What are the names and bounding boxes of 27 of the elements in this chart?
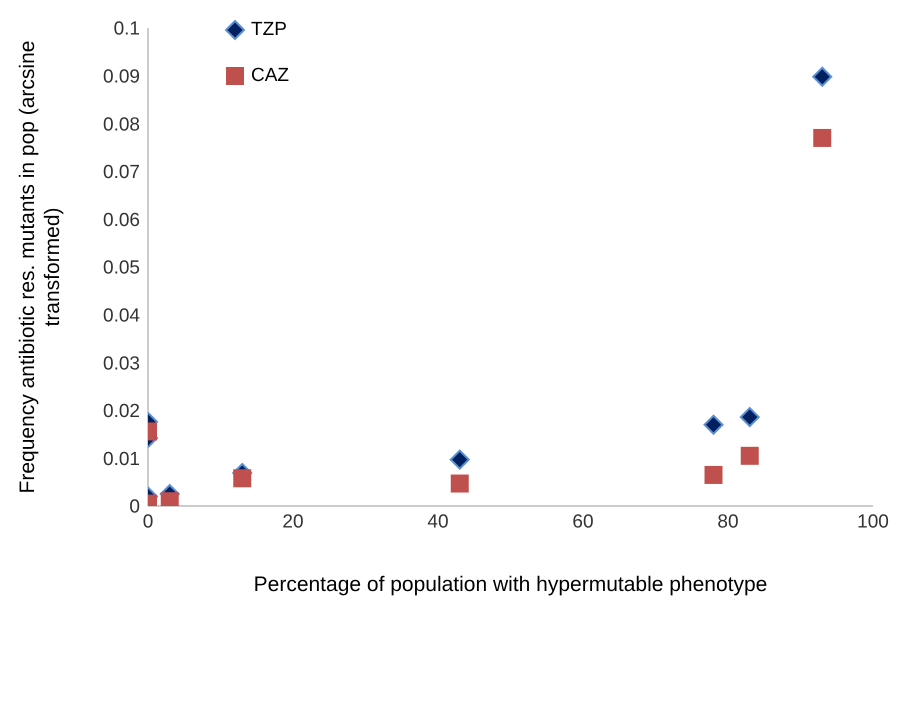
y-tick-label: 0: [129, 496, 140, 518]
y-tick-label: 0.09: [103, 66, 140, 88]
y-tick-label: 0.06: [103, 210, 140, 231]
x-tick-label: 20: [282, 511, 304, 532]
x-tick-label: 0: [142, 511, 154, 532]
x-tick-label: 60: [572, 511, 594, 532]
point: [813, 128, 832, 147]
y-tick-label: 0.07: [103, 162, 140, 184]
point: [704, 466, 722, 484]
y-tick-label: 0.02: [103, 401, 140, 422]
point: [704, 414, 724, 435]
y-tick-label: 0.05: [103, 258, 140, 279]
y-tick-label: 0.01: [103, 448, 140, 470]
legend-label: CAZ: [251, 65, 289, 87]
x-axis-title: Percentage of population with hypermutable phenotype: [254, 573, 768, 596]
x-tick-label: 80: [717, 511, 739, 532]
y-tick-label: 0.03: [103, 353, 140, 374]
y-tick-label: 0.04: [103, 306, 140, 327]
x-tick-label: 40: [427, 511, 449, 532]
point: [812, 66, 832, 87]
point: [740, 446, 759, 465]
y-tick-label: 0.08: [103, 114, 140, 136]
y-axis-title: Frequency antibiotic res. mutants in pop (arcsine transformed): [16, 40, 64, 494]
legend-label: TZP: [251, 19, 287, 41]
y-tick-label: 0.1: [114, 18, 140, 40]
point: [740, 407, 760, 428]
x-tick-label: 100: [857, 511, 889, 532]
